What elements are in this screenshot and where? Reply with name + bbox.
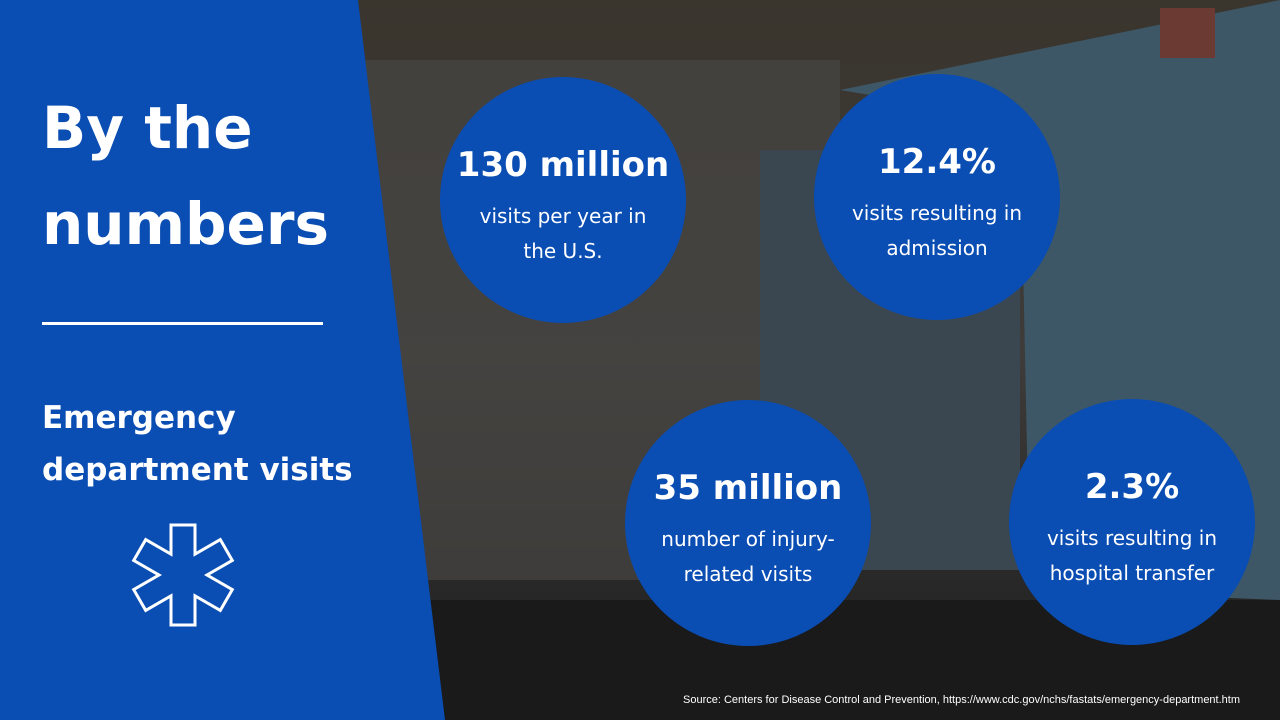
- stat-circle: 35 million number of injury-related visi…: [625, 400, 871, 646]
- title: By the numbers: [42, 94, 329, 258]
- stat-label: visits resulting in hospital transfer: [1046, 526, 1218, 585]
- divider: [42, 322, 323, 325]
- stat-value: 2.3%: [1084, 467, 1180, 507]
- source-note: Source: Centers for Disease Control and …: [683, 694, 1240, 706]
- stat-value: 130 million: [456, 145, 670, 185]
- stat-label: visits resulting in admission: [851, 201, 1023, 260]
- stat-circle: 2.3% visits resulting in hospital transf…: [1009, 399, 1255, 645]
- subtitle: Emergency department visits: [42, 400, 353, 488]
- stat-circle: 130 million visits per year in the U.S.: [440, 77, 686, 323]
- ambulance-light: [1160, 8, 1215, 58]
- stat-label: visits per year in the U.S.: [479, 204, 647, 263]
- star-of-life-icon: [131, 523, 235, 627]
- side-panel: [0, 0, 445, 720]
- stat-circle: 12.4% visits resulting in admission: [814, 74, 1060, 320]
- stat-value: 12.4%: [878, 142, 996, 182]
- stat-value: 35 million: [653, 468, 843, 508]
- stat-label: number of injury-related visits: [661, 527, 835, 586]
